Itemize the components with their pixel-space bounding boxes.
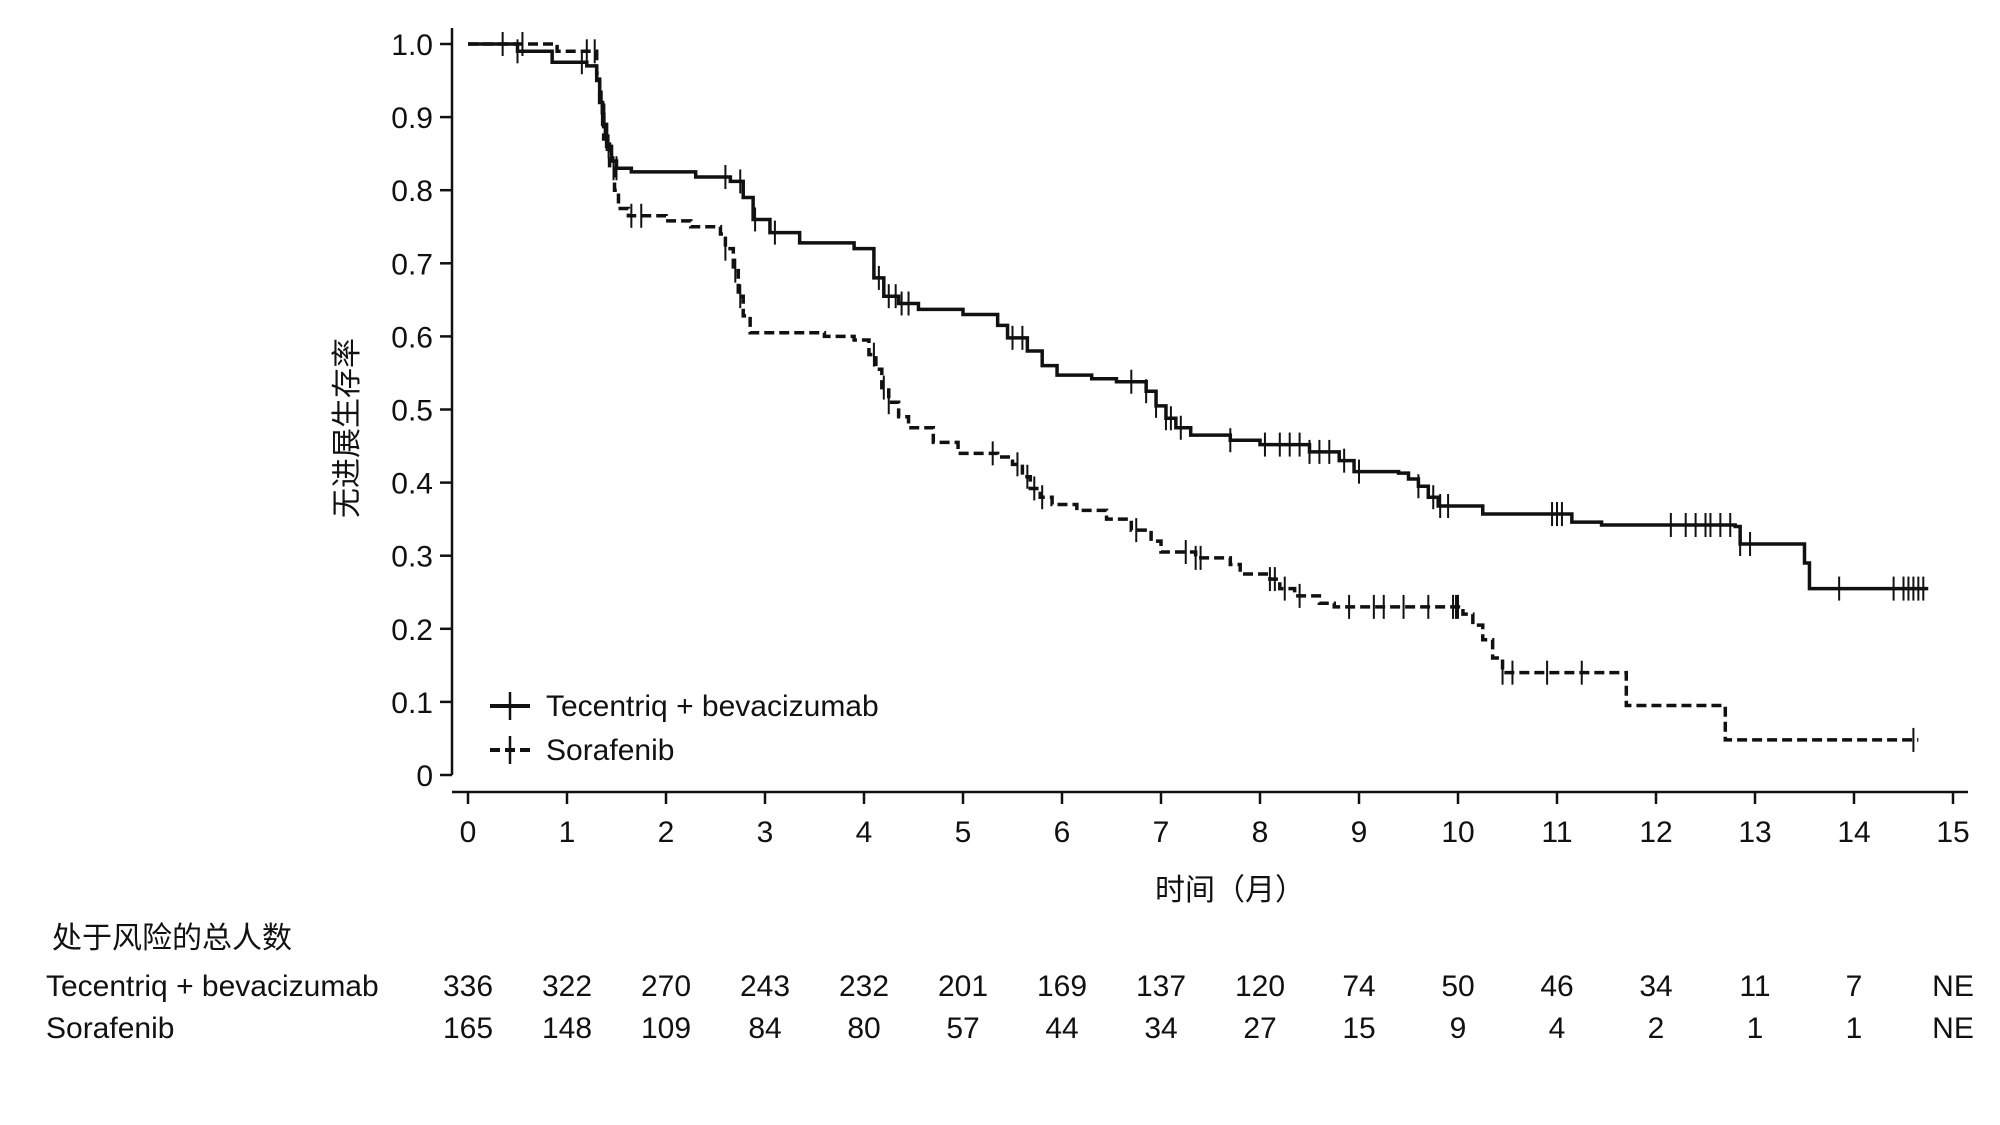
risk-count: 84 — [748, 1012, 781, 1045]
risk-count: 165 — [443, 1012, 493, 1045]
risk-count: 9 — [1450, 1012, 1467, 1045]
y-tick-label: 0.9 — [391, 102, 433, 135]
x-tick-label: 1 — [559, 816, 576, 849]
x-tick-label: 10 — [1441, 816, 1474, 849]
risk-count: 270 — [641, 970, 691, 1003]
risk-count: 44 — [1045, 1012, 1078, 1045]
y-tick-label: 0.3 — [391, 541, 433, 574]
risk-count: 15 — [1342, 1012, 1375, 1045]
y-axis-title: 无进展生存率 — [330, 338, 365, 518]
y-tick-label: 1.0 — [391, 29, 433, 62]
risk-count: 169 — [1037, 970, 1087, 1003]
risk-count: 120 — [1235, 970, 1285, 1003]
risk-count: 109 — [641, 1012, 691, 1045]
y-tick-label: 0.8 — [391, 175, 433, 208]
plot-area — [468, 32, 1929, 752]
risk-count: 201 — [938, 970, 988, 1003]
risk-count: 1 — [1747, 1012, 1764, 1045]
x-tick-label: 11 — [1541, 816, 1572, 849]
risk-count: 74 — [1342, 970, 1375, 1003]
x-tick-label: 12 — [1639, 816, 1672, 849]
survival-curve — [468, 42, 1929, 591]
x-axis-title: 时间（月） — [1155, 873, 1305, 908]
y-tick-label: 0.4 — [391, 468, 433, 501]
survival-curve — [468, 42, 1919, 742]
x-tick-label: 2 — [658, 816, 675, 849]
risk-table: 处于风险的总人数 Tecentriq + bevacizumab 336 322 270… — [46, 921, 1974, 1045]
risk-count: 7 — [1846, 970, 1863, 1003]
x-tick-label: 9 — [1351, 816, 1368, 849]
risk-count: 57 — [946, 1012, 979, 1045]
x-tick-label: 8 — [1252, 816, 1269, 849]
risk-count: 50 — [1441, 970, 1474, 1003]
risk-count: 148 — [542, 1012, 592, 1045]
series-tecentriq-bevacizumab — [468, 39, 1929, 601]
risk-count: NE — [1932, 970, 1974, 1003]
y-tick-label: 0.6 — [391, 321, 433, 354]
x-tick-label: 0 — [460, 816, 477, 849]
x-tick-label: 6 — [1054, 816, 1071, 849]
x-tick-label: 7 — [1153, 816, 1170, 849]
axes: 00.10.20.30.40.50.60.70.80.91.00 1 2 3 4 5 6 7 8… — [391, 28, 1970, 849]
risk-row-label: Tecentriq + bevacizumab — [46, 970, 379, 1003]
legend-label: Sorafenib — [546, 734, 674, 767]
risk-table-title: 处于风险的总人数 — [52, 921, 292, 956]
x-tick-label: 3 — [757, 816, 774, 849]
risk-row-label: Sorafenib — [46, 1012, 174, 1045]
x-tick-label: 13 — [1738, 816, 1771, 849]
risk-count: 243 — [740, 970, 790, 1003]
risk-count: 27 — [1243, 1012, 1276, 1045]
y-tick-label: 0 — [416, 760, 433, 793]
risk-count: 80 — [847, 1012, 880, 1045]
risk-count: 34 — [1639, 970, 1672, 1003]
risk-count: 336 — [443, 970, 493, 1003]
risk-count: NE — [1932, 1012, 1974, 1045]
y-tick-label: 0.1 — [391, 687, 433, 720]
risk-count: 46 — [1540, 970, 1573, 1003]
risk-count: 232 — [839, 970, 889, 1003]
x-tick-label: 14 — [1837, 816, 1870, 849]
series-sorafenib — [468, 32, 1919, 752]
risk-count: 34 — [1144, 1012, 1177, 1045]
y-tick-label: 0.5 — [391, 395, 433, 428]
x-tick-label: 4 — [856, 816, 873, 849]
x-tick-label: 5 — [955, 816, 972, 849]
risk-count: 11 — [1739, 970, 1770, 1003]
risk-count: 1 — [1846, 1012, 1863, 1045]
y-tick-label: 0.2 — [391, 614, 433, 647]
risk-count: 2 — [1648, 1012, 1665, 1045]
y-tick-label: 0.7 — [391, 248, 433, 281]
risk-count: 4 — [1549, 1012, 1566, 1045]
x-tick-label: 15 — [1936, 816, 1969, 849]
legend-label: Tecentriq + bevacizumab — [546, 690, 879, 723]
risk-count: 322 — [542, 970, 592, 1003]
legend: Tecentriq + bevacizumab Sorafenib — [490, 690, 879, 767]
risk-count: 137 — [1136, 970, 1186, 1003]
